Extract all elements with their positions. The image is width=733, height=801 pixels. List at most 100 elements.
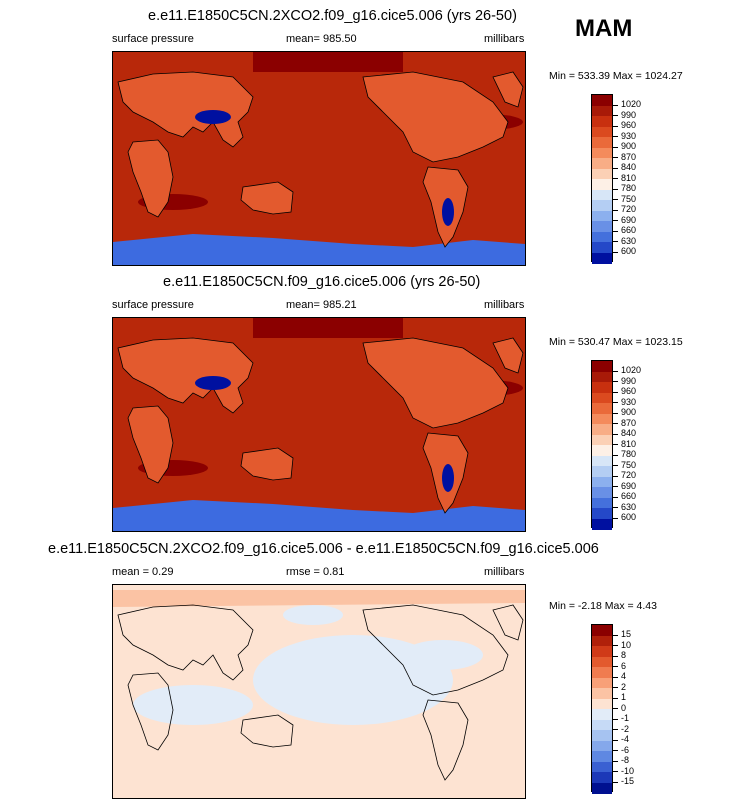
colorbar-label: 8 [621,650,627,660]
colorbar-tick [613,199,618,200]
colorbar-swatch [592,382,612,393]
colorbar-label: 870 [621,417,637,428]
colorbar-label: 1020 [621,365,642,375]
colorbar-tick [613,507,618,508]
panel3-mean: mean = 0.29 [112,566,174,578]
colorbar-swatch [592,210,612,222]
colorbar-swatches [591,624,613,794]
panel2-mean: mean= 985.21 [286,299,357,311]
colorbar-label: 870 [621,151,637,162]
colorbar-swatch [592,740,612,752]
panel2-variable: surface pressure [112,299,194,311]
colorbar-label: 930 [621,396,637,407]
colorbar-tick [613,157,618,158]
panel1-variable: surface pressure [112,33,194,45]
panel3-minmax: Min = -2.18 Max = 4.43 [549,600,657,612]
panel3-units: millibars [484,566,525,578]
colorbar-swatch [592,508,612,519]
colorbar-swatch [592,719,612,731]
colorbar-tick [613,381,618,382]
colorbar-tick [613,697,618,699]
colorbar-tick [613,666,618,667]
colorbar-swatch [592,231,612,243]
colorbar-swatch [592,95,612,106]
colorbar-tick [613,771,618,772]
colorbar-swatch [592,371,612,383]
colorbar-swatch [592,497,612,509]
panel2-title: e.e11.E1850C5CN.f09_g16.cice5.006 (yrs 2… [163,274,481,290]
panel3-map-svg [113,585,525,798]
colorbar-label: 0 [621,702,627,713]
colorbar-swatch [592,189,612,201]
colorbar-swatch [592,698,612,710]
colorbar-label: 15 [621,629,632,639]
colorbar-label: 2 [621,681,627,692]
colorbar-swatch [592,105,612,117]
colorbar-swatch [592,221,612,232]
colorbar-tick [613,125,618,127]
colorbar-tick [613,655,618,657]
panel1-units: millibars [484,33,525,45]
panel1-minmax: Min = 533.39 Max = 1024.27 [549,70,683,82]
colorbar-label: 690 [621,214,637,225]
panel1-map [112,51,526,266]
colorbar-swatch [592,392,612,404]
colorbar-label: 900 [621,141,637,151]
panel2-map-svg [113,318,525,531]
colorbar-swatch [592,751,612,762]
colorbar-tick [613,486,618,487]
panel2-minmax: Min = 530.47 Max = 1023.15 [549,336,683,348]
colorbar-swatch [592,200,612,211]
colorbar-swatch [592,730,612,741]
colorbar-tick [613,423,618,424]
colorbar-label: 780 [621,449,637,459]
colorbar-swatch [592,518,612,530]
colorbar-label: 810 [621,438,637,449]
colorbar-swatch [592,782,612,794]
colorbar-tick [613,412,618,414]
colorbar-label: 750 [621,459,637,470]
colorbar-tick [613,188,618,190]
colorbar-label: 750 [621,193,637,204]
panel1-map-svg [113,52,525,265]
colorbar-label: 660 [621,225,637,235]
colorbar-tick [613,729,618,730]
colorbar-label: 960 [621,386,637,396]
colorbar-label: 780 [621,183,637,193]
colorbar-label: -6 [621,744,630,755]
colorbar-swatch [592,772,612,783]
colorbar-swatch [592,487,612,498]
colorbar-label: 10 [621,639,632,650]
colorbar-label: 1 [621,692,627,702]
colorbar-label: 4 [621,671,627,681]
colorbar-tick [613,687,618,688]
colorbar-label: 630 [621,501,637,512]
colorbar-tick [613,645,618,646]
colorbar-tick [613,781,618,783]
colorbar-swatches [591,360,613,530]
colorbar-swatch [592,709,612,720]
panel2-units: millibars [484,299,525,311]
colorbar-tick [613,739,618,741]
colorbar-tick [613,220,618,221]
colorbar-tick [613,433,618,435]
colorbar-swatch [592,635,612,647]
colorbar-label: 990 [621,109,637,120]
colorbar-swatch [592,677,612,689]
colorbar-label: 6 [621,660,627,671]
panel3-colorbar: 15 10 8 6 4 2 1 0 -1 -2 -4 -6 -8 -10 -15 [591,624,687,794]
colorbar-label: -15 [621,776,635,786]
colorbar-swatch [592,424,612,435]
colorbar-tick [613,146,618,148]
colorbar-tick [613,496,618,498]
colorbar-tick [613,475,618,477]
colorbar-label: 1020 [621,99,642,109]
colorbar-tick [613,136,618,137]
colorbar-label: 990 [621,375,637,386]
colorbar-tick [613,465,618,466]
colorbar-label: 660 [621,491,637,501]
colorbar-tick [613,178,618,179]
colorbar-tick [613,391,618,393]
colorbar-swatch [592,116,612,127]
colorbar-swatch [592,625,612,636]
